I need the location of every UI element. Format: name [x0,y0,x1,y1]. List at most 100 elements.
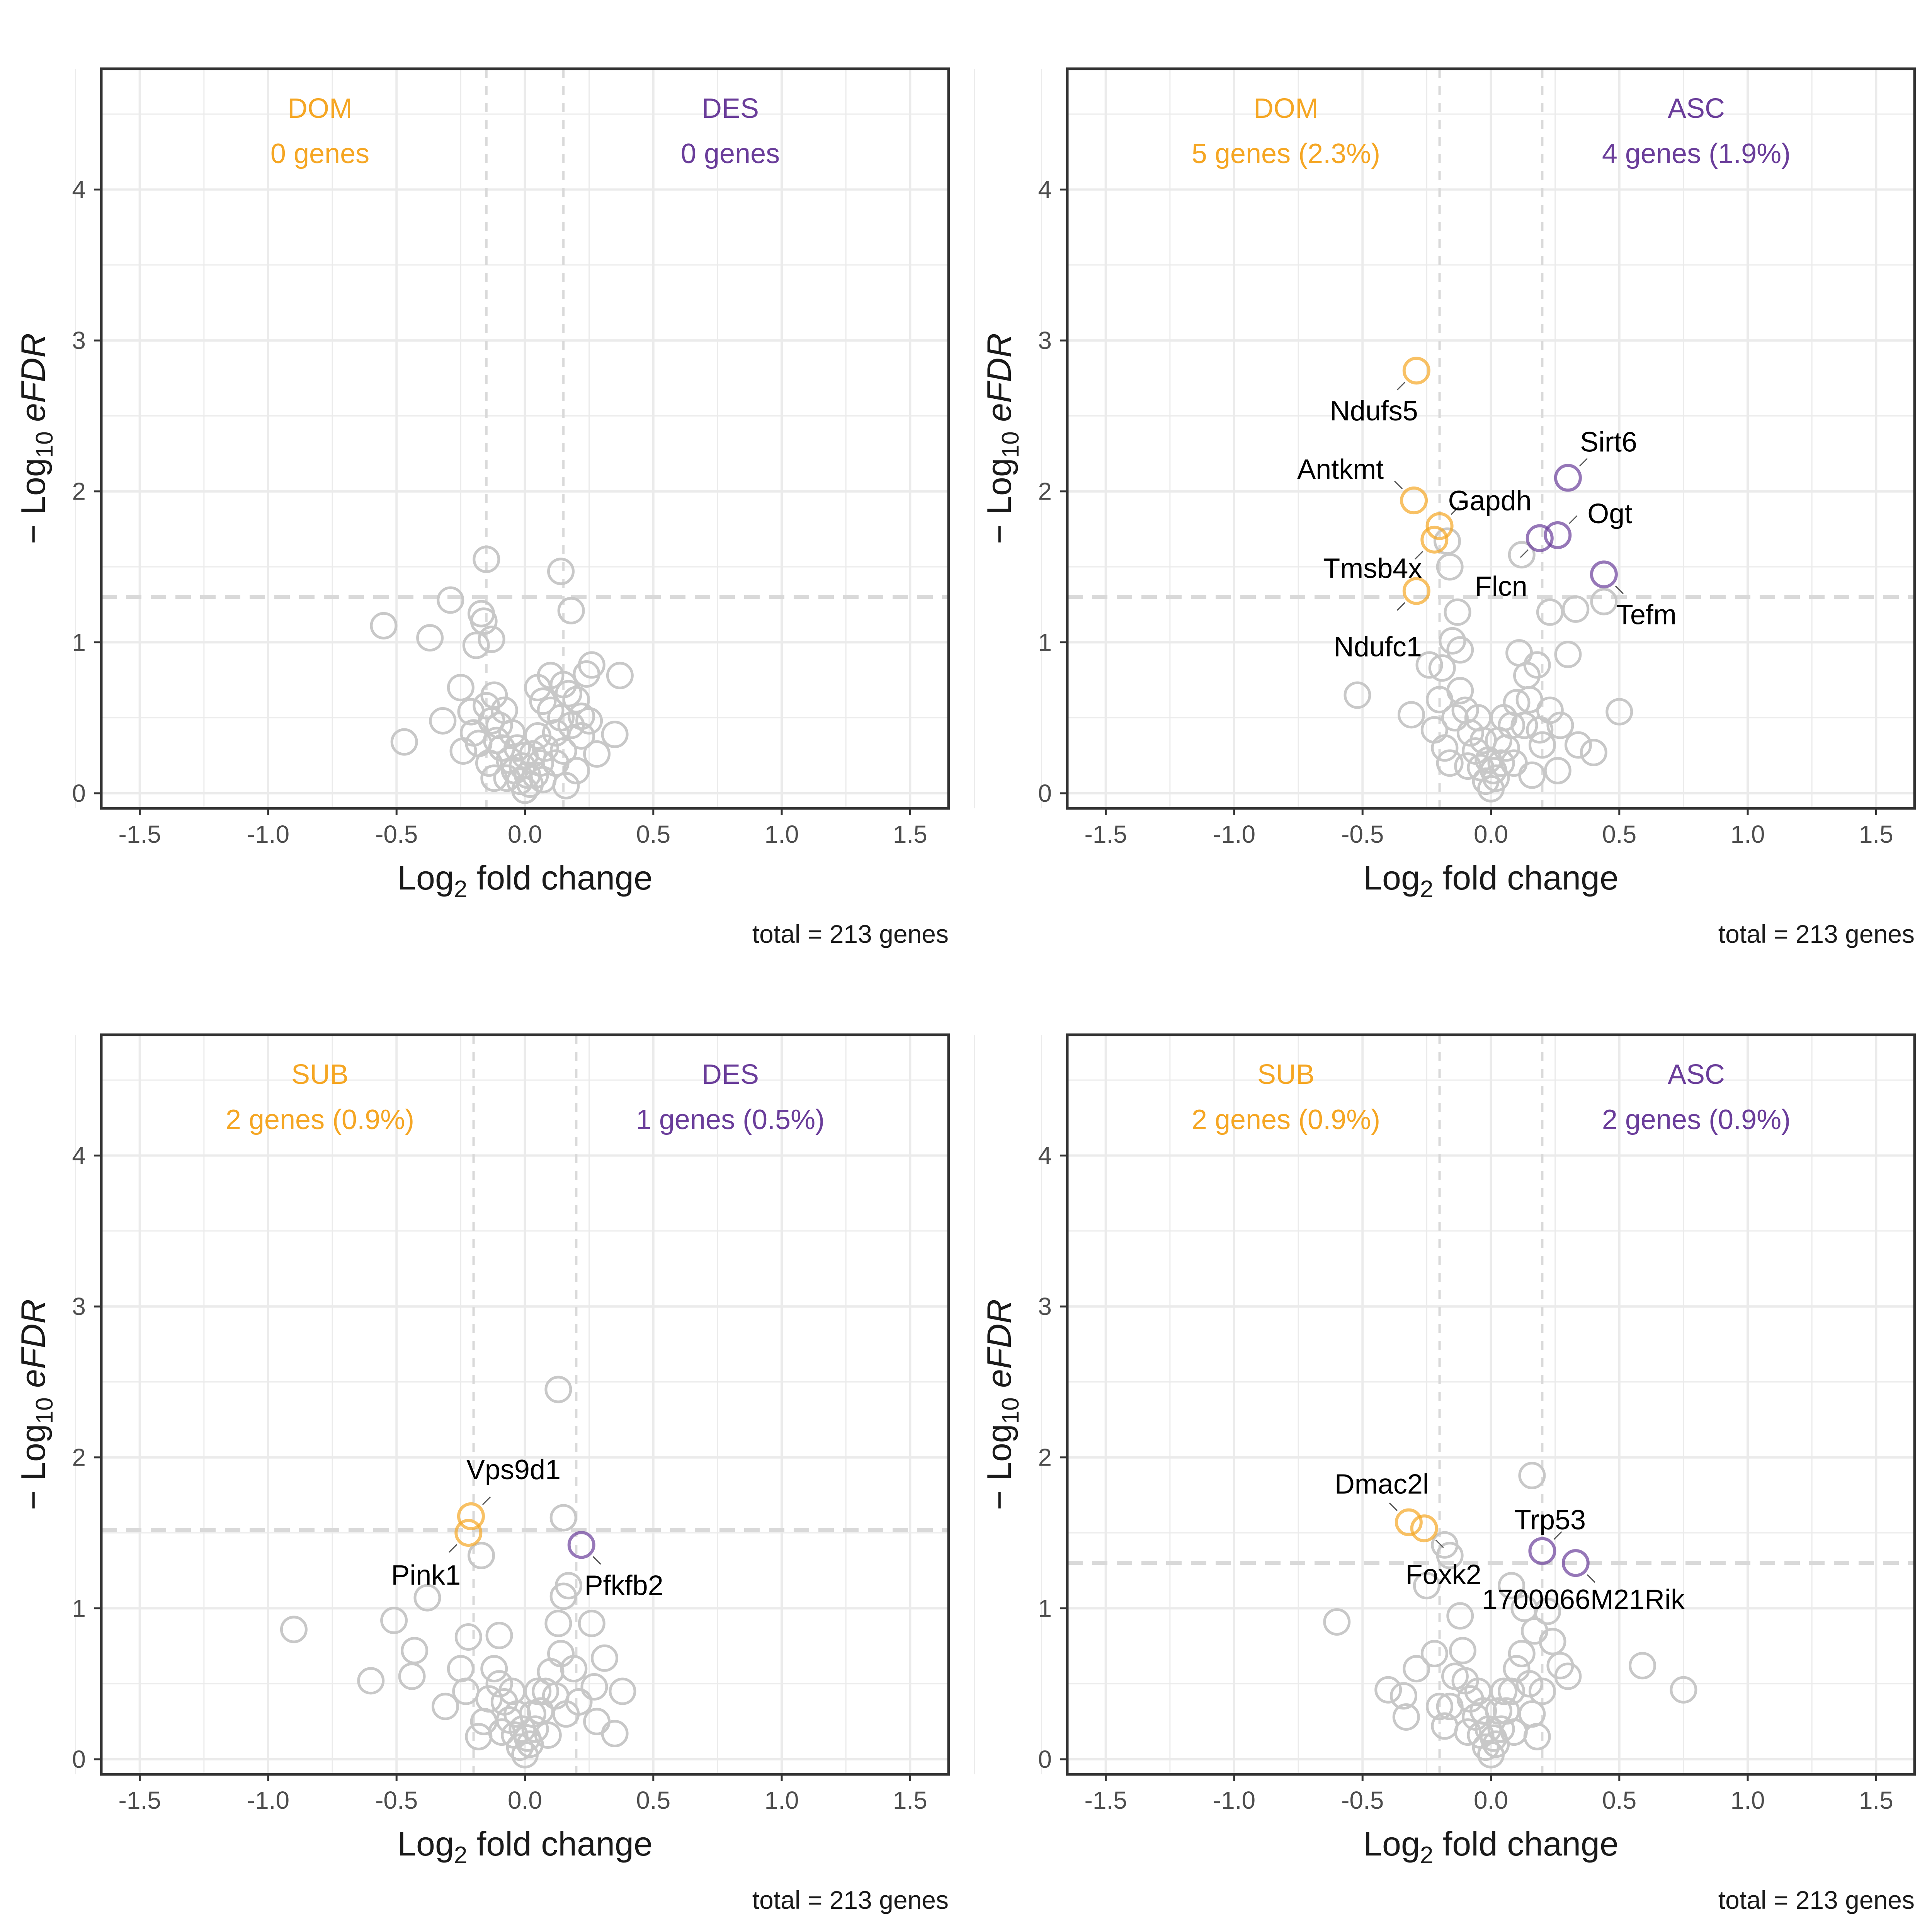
data-point [524,722,552,750]
gene-label: Pfkfb2 [585,1570,663,1601]
data-point [544,1609,572,1637]
highlighted-point [1425,512,1454,540]
down-group-count: 2 genes (0.9%) [226,1104,414,1135]
x-tick-label: 1.5 [1859,820,1893,848]
data-point [549,737,577,765]
label-connector [1389,1502,1398,1511]
data-point [431,1692,459,1720]
data-point [447,1655,474,1683]
data-point [1344,681,1371,709]
data-point [609,1677,636,1705]
data-point [1534,1597,1561,1625]
x-tick-label: 1.0 [1731,820,1765,848]
label-connector [1587,1574,1595,1583]
data-point [447,674,474,702]
data-point [552,772,580,799]
label-connector [482,1496,491,1505]
x-tick-label: -1.5 [1085,1786,1127,1814]
data-point [1436,1692,1464,1720]
y-tick-label: 2 [1038,478,1052,505]
data-point [1441,1662,1469,1690]
data-point [549,1504,577,1532]
data-point [562,757,590,784]
panel-top-right: Ndufs5 Antkmt Gapdh Tmsb4x Ndufc1 Sirt6 Ogt Flc… [980,67,1916,948]
data-point [1454,1718,1482,1746]
up-group-count: 2 genes (0.9%) [1602,1104,1791,1135]
data-point [1580,738,1607,766]
data-point [1498,1572,1526,1600]
data-point [1518,1462,1546,1490]
data-point [416,624,444,652]
data-point [1490,1677,1518,1705]
data-point [1515,686,1543,714]
data-point [449,737,477,765]
data-point [1562,595,1590,623]
data-point [1498,1677,1526,1705]
y-tick-label: 0 [72,779,86,807]
data-point [1546,711,1574,739]
data-point [1413,1572,1440,1600]
x-tick-label: 0.0 [508,820,542,848]
y-tick-label: 2 [72,478,86,505]
gene-label: Dmac2l [1335,1469,1429,1500]
data-point [1436,553,1464,581]
data-point [529,687,557,715]
y-axis-title: − Log10 eFDR [14,1299,58,1510]
x-axis-title: Log2 fold change [1363,1825,1619,1869]
y-axis-title: − Log10 eFDR [980,1299,1024,1510]
x-tick-label: 1.5 [1859,1786,1893,1814]
x-tick-label: 0.5 [636,820,670,848]
y-tick-label: 4 [72,175,86,203]
y-tick-label: 0 [72,1745,86,1773]
total-genes-caption: total = 213 genes [752,920,949,948]
data-point [514,761,541,789]
data-point [1500,1718,1528,1746]
up-group-label: ASC [1668,1059,1725,1090]
data-point [470,607,498,635]
data-point [1480,1724,1507,1752]
x-tick-label: 0.5 [1602,820,1636,848]
data-point [488,1718,516,1746]
y-tick-label: 4 [1038,1141,1052,1169]
data-point [506,1733,534,1761]
data-point [1528,1677,1556,1705]
highlighted-point [1410,1514,1438,1543]
gene-label: Ndufs5 [1330,396,1418,427]
x-axis-title: Log2 fold change [1363,859,1619,903]
gene-label: Pink1 [391,1560,461,1591]
data-point [357,1667,385,1695]
data-point [390,728,418,756]
data-point [493,764,521,792]
y-tick-label: 3 [1038,327,1052,354]
highlighted-point [1554,464,1582,492]
gene-label: Ogt [1587,498,1632,529]
data-point [380,1607,408,1634]
highlighted-point [1395,1508,1423,1536]
x-tick-label: 1.0 [765,820,799,848]
data-point [1629,1652,1656,1680]
data-point [1420,716,1448,744]
gene-label: Antkmt [1297,454,1384,485]
data-point [1426,686,1454,714]
data-point [1436,1542,1464,1570]
data-point [462,631,490,659]
highlighted-point [1526,524,1554,552]
label-connector [1435,1539,1444,1548]
data-point [480,1655,508,1683]
data-point [583,740,611,768]
x-tick-label: 0.0 [1474,1786,1508,1814]
y-tick-label: 2 [72,1444,86,1471]
data-point [1374,1676,1402,1704]
x-tick-label: -1.0 [1213,820,1255,848]
data-point [1446,636,1474,664]
y-tick-label: 0 [1038,1745,1052,1773]
highlighted-point [1400,486,1428,515]
highlighted-point [457,1502,485,1531]
data-point [1564,731,1592,759]
data-point [1523,651,1551,679]
gene-label: Vps9d1 [466,1454,561,1485]
total-genes-caption: total = 213 genes [1718,920,1915,948]
up-group-label: ASC [1668,93,1725,124]
x-tick-label: 0.5 [636,1786,670,1814]
y-tick-label: 0 [1038,779,1052,807]
